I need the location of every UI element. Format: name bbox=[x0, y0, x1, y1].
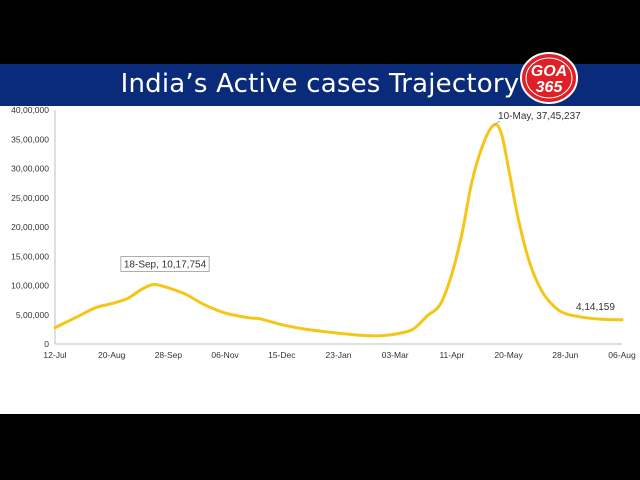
x-tick-label: 06-Nov bbox=[211, 350, 239, 360]
annotation-box bbox=[120, 256, 210, 272]
data-point bbox=[439, 303, 442, 306]
annotation-label: 10-May, 37,45,237 bbox=[498, 111, 581, 122]
y-tick-label: 25,00,000 bbox=[11, 193, 49, 203]
x-tick-label: 06-Aug bbox=[608, 350, 636, 360]
data-point bbox=[500, 132, 503, 135]
data-point bbox=[280, 323, 283, 326]
chart-title: India’s Active cases Trajectory bbox=[120, 69, 520, 99]
x-tick-label: 15-Dec bbox=[268, 350, 296, 360]
data-point bbox=[603, 318, 606, 321]
data-point bbox=[450, 272, 454, 275]
y-tick-label: 0 bbox=[44, 339, 49, 349]
data-point bbox=[258, 317, 262, 321]
data-point bbox=[141, 287, 144, 291]
data-point bbox=[425, 314, 429, 318]
y-tick-label: 20,00,000 bbox=[11, 222, 49, 232]
data-point bbox=[184, 293, 188, 296]
x-tick-label: 11-Apr bbox=[439, 350, 464, 360]
annotation-leader bbox=[493, 120, 501, 126]
data-point bbox=[94, 306, 97, 309]
data-point bbox=[411, 328, 414, 331]
x-tick-label: 20-Aug bbox=[98, 350, 126, 360]
data-point bbox=[540, 290, 544, 293]
data-point bbox=[517, 219, 520, 223]
data-point bbox=[53, 326, 57, 329]
data-point bbox=[529, 263, 532, 267]
data-point bbox=[471, 179, 474, 182]
goa365-logo: GOA 365 bbox=[520, 52, 578, 104]
plot-area: 0 5,00,000 10,00,000 15,00,000 20,00,000 25,0… bbox=[0, 106, 640, 414]
data-point bbox=[152, 283, 156, 286]
data-point bbox=[74, 316, 77, 319]
data-point bbox=[564, 312, 567, 315]
data-point bbox=[223, 311, 227, 315]
logo-text-bottom: 365 bbox=[536, 79, 564, 96]
data-point bbox=[305, 328, 308, 331]
data-point bbox=[337, 331, 340, 335]
active-cases-line bbox=[53, 123, 624, 338]
data-point bbox=[482, 140, 486, 144]
x-tick-label: 28-Sep bbox=[155, 350, 183, 360]
data-point bbox=[394, 332, 397, 336]
data-point bbox=[378, 334, 381, 338]
data-point bbox=[167, 286, 170, 290]
line-chart: 0 5,00,000 10,00,000 15,00,000 20,00,000 25,0… bbox=[11, 106, 636, 360]
x-tick-label: 20-May bbox=[494, 350, 523, 360]
data-point bbox=[507, 167, 510, 170]
y-tick-label: 30,00,000 bbox=[11, 164, 49, 174]
data-point bbox=[584, 316, 587, 319]
annotation-label: 18-Sep, 10,17,754 bbox=[124, 259, 207, 270]
data-point bbox=[363, 334, 366, 337]
x-tick-label: 28-Jun bbox=[552, 350, 578, 360]
x-tick-label: 03-Mar bbox=[382, 350, 409, 360]
annotation-label: 4,14,159 bbox=[576, 302, 615, 313]
data-point bbox=[460, 231, 464, 235]
y-tick-label: 5,00,000 bbox=[16, 310, 49, 320]
y-tick-label: 10,00,000 bbox=[11, 281, 49, 291]
data-point bbox=[552, 304, 555, 308]
data-point bbox=[126, 297, 129, 300]
data-point bbox=[247, 316, 250, 319]
y-tick-label: 40,00,000 bbox=[11, 106, 49, 115]
x-tick-label: 12-Jul bbox=[43, 350, 66, 360]
y-tick-label: 35,00,000 bbox=[11, 134, 49, 144]
logo-text-top: GOA bbox=[531, 63, 567, 80]
data-point bbox=[620, 318, 624, 321]
y-tick-label: 15,00,000 bbox=[11, 251, 49, 261]
data-point bbox=[202, 303, 205, 306]
data-point bbox=[110, 302, 113, 305]
x-tick-label: 23-Jan bbox=[326, 350, 352, 360]
